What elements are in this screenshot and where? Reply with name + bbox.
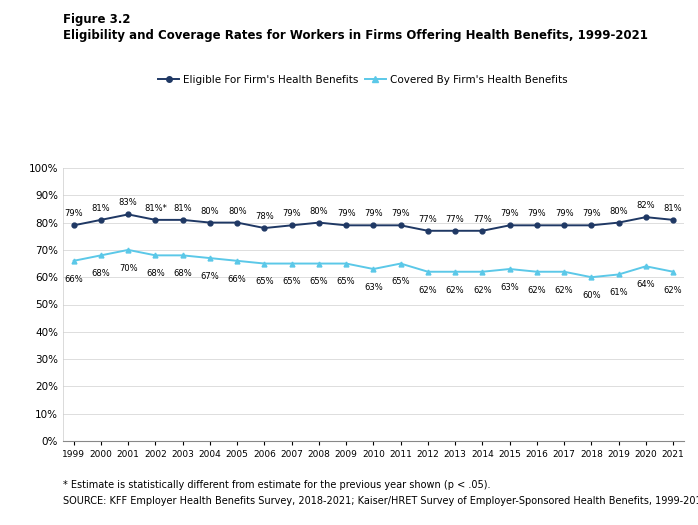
Text: 68%: 68%	[173, 269, 192, 278]
Legend: Eligible For Firm's Health Benefits, Covered By Firm's Health Benefits: Eligible For Firm's Health Benefits, Cov…	[154, 71, 572, 89]
Text: 79%: 79%	[500, 209, 519, 218]
Text: 79%: 79%	[528, 209, 547, 218]
Text: 80%: 80%	[228, 207, 246, 216]
Text: 66%: 66%	[64, 275, 83, 284]
Text: 63%: 63%	[500, 283, 519, 292]
Text: 62%: 62%	[446, 286, 464, 295]
Text: 63%: 63%	[364, 283, 383, 292]
Text: 60%: 60%	[582, 291, 601, 300]
Text: 80%: 80%	[200, 207, 219, 216]
Text: 64%: 64%	[637, 280, 655, 289]
Text: 62%: 62%	[664, 286, 683, 295]
Text: 81%: 81%	[91, 204, 110, 213]
Text: 77%: 77%	[473, 215, 492, 224]
Text: 79%: 79%	[555, 209, 574, 218]
Text: 65%: 65%	[255, 277, 274, 287]
Text: 82%: 82%	[637, 201, 655, 210]
Text: 80%: 80%	[609, 207, 628, 216]
Text: 62%: 62%	[419, 286, 437, 295]
Text: 79%: 79%	[64, 209, 83, 218]
Text: 62%: 62%	[555, 286, 574, 295]
Text: Figure 3.2: Figure 3.2	[63, 13, 131, 26]
Text: 68%: 68%	[91, 269, 110, 278]
Text: 81%: 81%	[664, 204, 683, 213]
Text: 79%: 79%	[364, 209, 383, 218]
Text: 67%: 67%	[200, 272, 219, 281]
Text: 77%: 77%	[446, 215, 465, 224]
Text: 79%: 79%	[582, 209, 601, 218]
Text: 62%: 62%	[473, 286, 491, 295]
Text: 79%: 79%	[337, 209, 355, 218]
Text: 62%: 62%	[528, 286, 547, 295]
Text: 65%: 65%	[310, 277, 328, 287]
Text: 65%: 65%	[337, 277, 355, 287]
Text: 83%: 83%	[119, 198, 138, 207]
Text: 79%: 79%	[283, 209, 301, 218]
Text: 77%: 77%	[419, 215, 438, 224]
Text: 65%: 65%	[392, 277, 410, 287]
Text: 68%: 68%	[146, 269, 165, 278]
Text: Eligibility and Coverage Rates for Workers in Firms Offering Health Benefits, 19: Eligibility and Coverage Rates for Worke…	[63, 29, 648, 42]
Text: * Estimate is statistically different from estimate for the previous year shown : * Estimate is statistically different fr…	[63, 480, 490, 490]
Text: 70%: 70%	[119, 264, 138, 273]
Text: 61%: 61%	[609, 288, 628, 297]
Text: 81%: 81%	[173, 204, 192, 213]
Text: 81%*: 81%*	[144, 204, 167, 213]
Text: 65%: 65%	[283, 277, 301, 287]
Text: SOURCE: KFF Employer Health Benefits Survey, 2018-2021; Kaiser/HRET Survey of Em: SOURCE: KFF Employer Health Benefits Sur…	[63, 496, 698, 506]
Text: 78%: 78%	[255, 212, 274, 221]
Text: 79%: 79%	[392, 209, 410, 218]
Text: 66%: 66%	[228, 275, 246, 284]
Text: 80%: 80%	[310, 207, 328, 216]
